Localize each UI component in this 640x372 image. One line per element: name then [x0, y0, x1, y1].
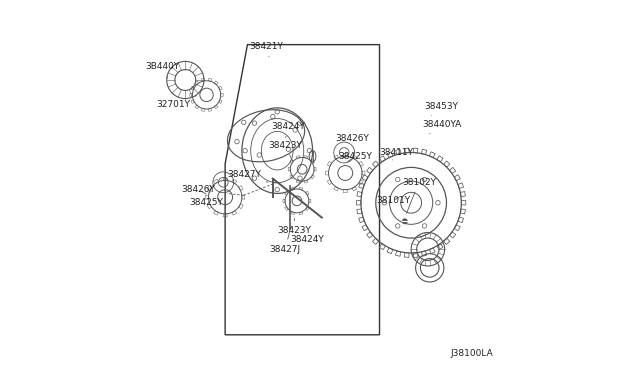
Text: 38425Y: 38425Y: [189, 189, 223, 207]
Text: 38423Y: 38423Y: [268, 141, 302, 161]
Text: 38440YA: 38440YA: [422, 120, 461, 134]
Text: 38453Y: 38453Y: [424, 102, 458, 115]
Circle shape: [402, 219, 408, 224]
Text: 32701Y: 32701Y: [156, 96, 196, 109]
Text: 38426Y: 38426Y: [182, 185, 216, 194]
Text: 38411Y: 38411Y: [380, 148, 413, 160]
Text: 38424Y: 38424Y: [271, 122, 305, 138]
Text: 38426Y: 38426Y: [335, 134, 369, 148]
Text: 38427Y: 38427Y: [227, 170, 268, 182]
Text: 38101Y: 38101Y: [376, 196, 410, 205]
Text: 38423Y: 38423Y: [277, 218, 311, 235]
Text: 38424Y: 38424Y: [291, 230, 324, 244]
Text: J38100LA: J38100LA: [450, 349, 493, 358]
Text: 38425Y: 38425Y: [338, 153, 372, 161]
Text: 38427J: 38427J: [270, 231, 301, 254]
Text: 38102Y: 38102Y: [402, 178, 436, 213]
Text: 3B440Y: 3B440Y: [145, 62, 179, 78]
Text: 38421Y: 38421Y: [250, 42, 283, 57]
